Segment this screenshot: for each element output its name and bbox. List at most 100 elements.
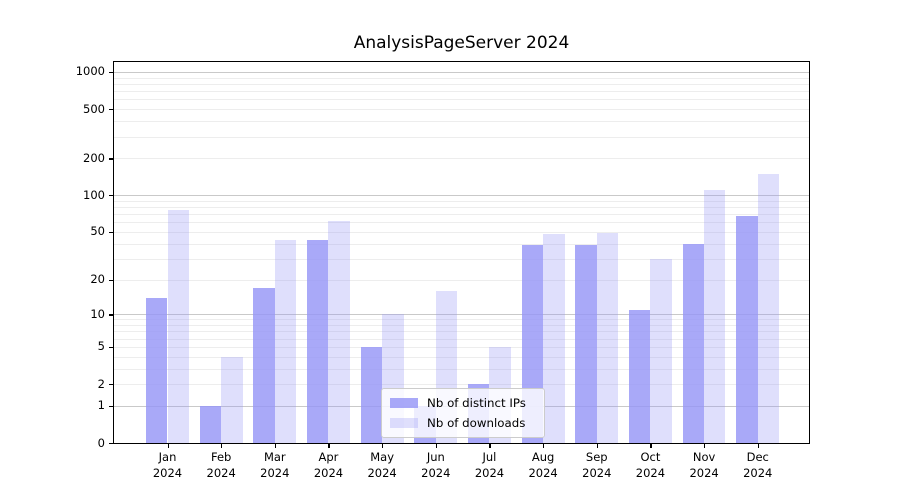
- x-axis-tick-label: Nov 2024: [689, 450, 719, 480]
- x-axis-tick-label: Feb 2024: [206, 450, 236, 480]
- y-axis-tick-mark: [109, 443, 113, 445]
- x-axis-tick-mark: [757, 444, 760, 448]
- y-axis-tick-label: 50: [90, 224, 105, 239]
- gridline-minor: [114, 279, 809, 281]
- y-axis-tick-label: 5: [97, 339, 105, 354]
- gridline-minor: [114, 136, 809, 138]
- gridline-minor: [114, 258, 809, 260]
- gridline-minor: [114, 331, 809, 333]
- bar: [650, 258, 672, 443]
- bar: [736, 215, 758, 443]
- gridline-minor: [114, 158, 809, 160]
- gridline-minor: [114, 231, 809, 233]
- gridline-minor: [114, 325, 809, 326]
- y-axis-tick-label: 2: [97, 376, 105, 391]
- gridline-minor: [114, 384, 809, 385]
- x-axis-tick-label: Apr 2024: [313, 450, 344, 480]
- x-axis-tick-mark: [489, 444, 491, 448]
- y-axis-tick-mark: [109, 405, 113, 408]
- plot-area: [113, 61, 810, 444]
- chart-title: AnalysisPageServer 2024: [353, 33, 570, 53]
- y-axis-tick-label: 1: [97, 398, 105, 413]
- x-axis-tick-label: Jun 2024: [421, 450, 451, 480]
- x-axis-tick-mark: [382, 444, 384, 448]
- gridline-minor: [114, 319, 809, 321]
- x-axis-tick-mark: [543, 444, 545, 448]
- x-axis-tick-label: Jan 2024: [152, 450, 183, 480]
- gridline-major: [114, 195, 809, 197]
- legend: Nb of distinct IPs Nb of downloads: [381, 388, 545, 438]
- gridline-major: [114, 71, 809, 73]
- x-axis-tick-label: Aug 2024: [528, 450, 558, 480]
- gridline-minor: [114, 368, 809, 370]
- bar: [274, 239, 297, 443]
- gridline-minor: [114, 83, 809, 85]
- bar: [543, 234, 565, 443]
- y-axis-tick-mark: [109, 71, 113, 74]
- gridline-minor: [114, 200, 809, 202]
- gridline-minor: [114, 222, 809, 224]
- bar: [704, 190, 726, 443]
- legend-swatch-downloads: [390, 417, 418, 429]
- y-axis-tick-mark: [109, 346, 113, 349]
- gridline-minor: [114, 109, 809, 111]
- gridline-minor: [114, 346, 809, 348]
- y-axis-tick-label: 1000: [75, 64, 105, 79]
- y-axis-tick-mark: [109, 158, 113, 160]
- y-axis-tick-mark: [109, 195, 113, 197]
- legend-swatch-distinct-ips: [390, 397, 418, 409]
- bar: [328, 220, 350, 443]
- y-axis-tick-mark: [109, 314, 113, 316]
- y-axis-tick-label: 100: [83, 187, 105, 202]
- x-axis-tick-mark: [274, 444, 277, 448]
- y-axis-tick-mark: [109, 384, 113, 386]
- bar: [682, 243, 705, 443]
- bar: [360, 346, 383, 443]
- y-axis-tick-mark: [109, 109, 113, 111]
- x-axis-tick-mark: [435, 444, 438, 448]
- bar: [146, 297, 168, 443]
- bar: [757, 173, 780, 443]
- bar: [307, 239, 329, 443]
- x-axis-tick-mark: [650, 444, 652, 448]
- gridline-minor: [114, 214, 809, 216]
- gridline-minor: [114, 99, 809, 101]
- y-axis-tick-label: 20: [90, 272, 105, 286]
- x-axis-tick-label: Sep 2024: [582, 450, 612, 480]
- y-axis-tick-label: 500: [83, 101, 105, 116]
- bar: [221, 356, 243, 443]
- x-axis-tick-mark: [221, 444, 223, 448]
- legend-item-downloads: Nb of downloads: [390, 413, 536, 433]
- legend-label-downloads: Nb of downloads: [427, 416, 526, 430]
- y-axis-tick-mark: [109, 279, 113, 281]
- gridline-minor: [114, 338, 809, 340]
- x-axis-tick-mark: [596, 444, 599, 448]
- bar: [596, 232, 619, 443]
- bar: [167, 209, 189, 443]
- bar: [629, 309, 651, 443]
- gridline-minor: [114, 121, 809, 123]
- legend-item-distinct-ips: Nb of distinct IPs: [390, 393, 536, 413]
- x-axis-tick-mark: [167, 444, 169, 448]
- y-axis-tick-label: 0: [97, 435, 105, 450]
- gridline-major: [114, 314, 809, 316]
- y-axis-tick-label: 200: [83, 150, 105, 165]
- x-axis-tick-label: Dec 2024: [743, 450, 773, 480]
- gridline-minor: [114, 77, 809, 79]
- y-axis-tick-mark: [109, 231, 113, 234]
- x-axis-tick-label: Oct 2024: [635, 450, 666, 480]
- x-axis-tick-mark: [704, 444, 706, 448]
- y-axis-tick-label: 10: [90, 306, 105, 321]
- x-axis-tick-label: Mar 2024: [260, 450, 290, 480]
- gridline-minor: [114, 91, 809, 93]
- bar: [253, 287, 275, 443]
- legend-label-distinct-ips: Nb of distinct IPs: [427, 396, 526, 410]
- bar: [575, 244, 597, 443]
- x-axis-tick-label: May 2024: [367, 450, 397, 480]
- gridline-minor: [114, 243, 809, 245]
- x-axis-tick-label: Jul 2024: [474, 450, 505, 480]
- x-axis-tick-mark: [328, 444, 330, 448]
- bar: [199, 405, 222, 443]
- gridline-minor: [114, 207, 809, 209]
